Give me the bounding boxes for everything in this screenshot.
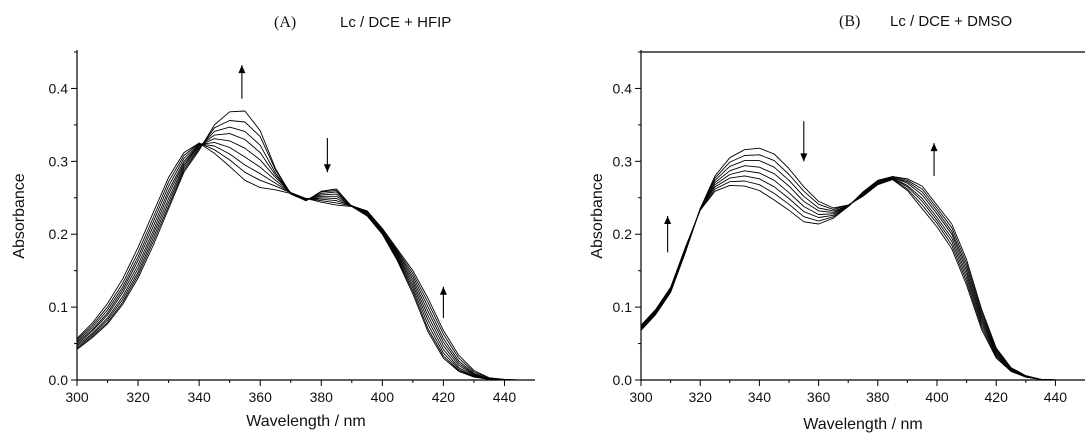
y-axis-title: Absorbance <box>11 173 28 258</box>
arrow-up-icon <box>439 286 447 295</box>
y-tick-label: 0.0 <box>49 372 69 388</box>
x-tick-label: 420 <box>432 389 456 405</box>
chart-panel-a: 300 320 340 360 380 400 420 440 0.0 0.1 0.2 0.3 0.4 W… <box>11 14 535 430</box>
x-tick-label: 300 <box>629 389 653 405</box>
series-line <box>640 160 1085 381</box>
x-tick-label: 400 <box>371 389 395 405</box>
y-tick-label: 0.1 <box>613 299 633 315</box>
series-line <box>640 175 1085 381</box>
series-line <box>76 120 535 381</box>
y-tick-label: 0.1 <box>49 299 69 315</box>
arrow-down-icon <box>323 164 331 173</box>
y-tick-label: 0.4 <box>49 80 69 96</box>
series-line <box>640 147 1085 381</box>
x-axis-title: Wavelength / nm <box>246 413 365 430</box>
arrow-up-icon <box>664 216 672 224</box>
y-tick-label: 0.3 <box>613 153 633 169</box>
panel-label: (A) <box>274 14 296 31</box>
x-tick-label: 320 <box>689 389 713 405</box>
series-line <box>640 176 1085 381</box>
y-axis-title: Absorbance <box>589 173 606 258</box>
series-line <box>640 176 1085 381</box>
x-tick-label: 400 <box>925 389 949 405</box>
y-tick-label: 0.2 <box>613 226 633 242</box>
x-tick-label: 360 <box>807 389 831 405</box>
x-tick-label: 420 <box>985 389 1009 405</box>
y-tick-label: 0.0 <box>613 372 633 388</box>
x-tick-label: 300 <box>65 389 89 405</box>
series-line <box>76 133 535 381</box>
chart-title: Lc / DCE + DMSO <box>890 13 1012 30</box>
x-axis-title: Wavelength / nm <box>803 416 922 433</box>
arrow-down-icon <box>800 153 808 162</box>
arrow-up-icon <box>238 65 246 74</box>
panel-label: (B) <box>839 13 860 30</box>
x-tick-label: 380 <box>310 389 334 405</box>
y-tick-label: 0.4 <box>613 80 633 96</box>
series-line <box>76 110 535 381</box>
series-line <box>76 142 535 381</box>
x-tick-label: 380 <box>866 389 890 405</box>
x-tick-label: 340 <box>748 389 772 405</box>
arrow-up-icon <box>930 143 938 152</box>
series-line <box>640 170 1085 381</box>
x-tick-label: 340 <box>187 389 211 405</box>
y-tick-label: 0.2 <box>49 226 69 242</box>
x-tick-label: 440 <box>1044 389 1068 405</box>
y-tick-label: 0.3 <box>49 153 69 169</box>
x-tick-label: 360 <box>249 389 273 405</box>
x-tick-label: 320 <box>126 389 150 405</box>
chart-title: Lc / DCE + HFIP <box>340 14 451 31</box>
series-line <box>76 141 535 381</box>
series-line <box>76 126 535 381</box>
series-line <box>76 138 535 381</box>
chart-panel-b: 300 320 340 360 380 400 420 440 0.0 0.1 0.2 0.3 0.4 W… <box>589 13 1085 433</box>
x-tick-label: 440 <box>493 389 517 405</box>
series-line <box>640 154 1085 381</box>
series-line <box>640 165 1085 381</box>
